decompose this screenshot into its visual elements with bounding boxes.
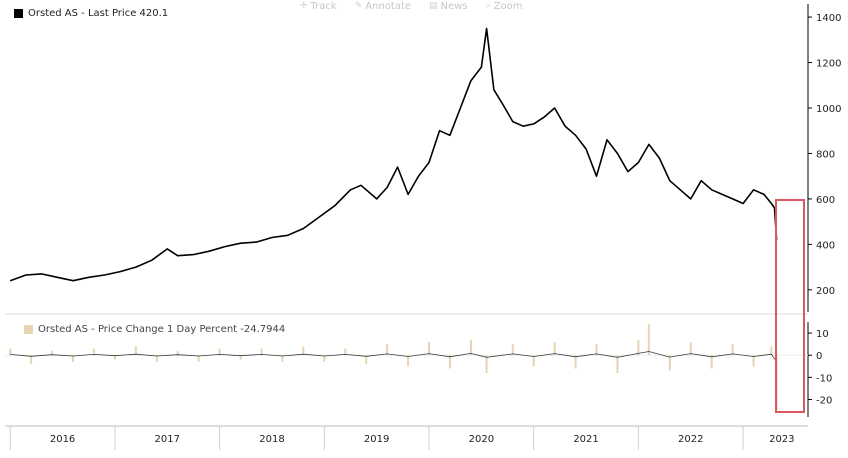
price-y-tick-label: 400 [816,240,835,251]
change-bar [595,344,598,356]
price-y-tick-label: 1000 [816,104,841,115]
crash-highlight-box [775,199,805,413]
news-button[interactable]: ▤ News [429,0,468,12]
change-bar [218,348,221,356]
zoom-label: Zoom [493,0,523,12]
zoom-button[interactable]: ⌕ Zoom [486,0,523,12]
change-bar [616,355,619,373]
change-bar [647,324,650,356]
x-tick-label: 2022 [678,434,703,445]
change-bar [30,355,33,365]
news-label: News [440,0,468,12]
price-legend-swatch [14,9,23,18]
change-y-tick-label: -20 [816,396,832,407]
change-bar [689,341,692,356]
price-legend: Orsted AS - Last Price 420.1 [14,8,168,19]
x-tick-label: 2018 [259,434,284,445]
change-legend-swatch [24,325,33,334]
change-bar [344,348,347,356]
change-bar [323,355,326,362]
annotate-button[interactable]: ✎ Annotate [355,0,411,12]
track-label: Track [310,0,337,12]
change-bar [155,355,158,362]
change-bar [553,341,556,356]
change-y-tick-label: 0 [816,351,822,362]
change-bar [51,350,54,356]
change-bar [532,355,535,367]
annotate-label: Annotate [365,0,412,12]
change-bar [511,344,514,356]
change-bar [281,355,284,362]
change-bar [260,348,263,356]
change-bar [407,355,410,367]
change-bar [637,339,640,356]
change-bar [485,355,488,373]
price-y-tick-label: 600 [816,195,835,206]
change-bar [448,355,451,369]
change-bar [72,355,75,362]
change-bar [134,346,137,356]
price-y-tick-label: 1200 [816,59,841,70]
change-bar [386,344,389,356]
change-bar [239,355,242,360]
change-bar [668,355,671,371]
change-bar [752,355,755,367]
price-line [9,27,778,282]
change-bar [92,348,95,356]
crosshair-icon: ✛ [300,1,308,11]
price-legend-label: Orsted AS - Last Price 420.1 [28,8,169,19]
change-bar [469,339,472,356]
price-y-tick-label: 1400 [816,13,841,24]
zoom-icon: ⌕ [485,1,491,11]
change-bar [574,355,577,369]
change-y-tick-label: 10 [816,329,829,340]
news-icon: ▤ [429,1,438,11]
change-bar [176,350,179,356]
x-tick-label: 2019 [364,434,389,445]
change-bar [365,355,368,365]
change-bar [731,344,734,356]
change-bar [710,355,713,369]
change-y-tick-label: -10 [816,373,832,384]
change-bar [770,346,773,356]
x-tick-label: 2023 [769,434,794,445]
change-bar [9,348,12,356]
change-bar [428,341,431,356]
change-legend-label: Orsted AS - Price Change 1 Day Percent -… [38,324,286,335]
change-legend: Orsted AS - Price Change 1 Day Percent -… [24,324,285,335]
pencil-icon: ✎ [354,1,363,11]
change-bar [113,355,116,360]
chart-toolbar: ✛ Track ✎ Annotate ▤ News ⌕ Zoom [300,0,522,12]
track-button[interactable]: ✛ Track [300,0,337,12]
x-tick-label: 2021 [573,434,598,445]
price-y-tick-label: 800 [816,149,835,160]
change-trend-line [10,351,777,363]
x-tick-label: 2017 [155,434,180,445]
change-bar [302,346,305,356]
price-y-tick-label: 200 [816,286,835,297]
x-tick-label: 2016 [50,434,75,445]
change-bar [197,355,200,362]
x-tick-label: 2020 [469,434,494,445]
